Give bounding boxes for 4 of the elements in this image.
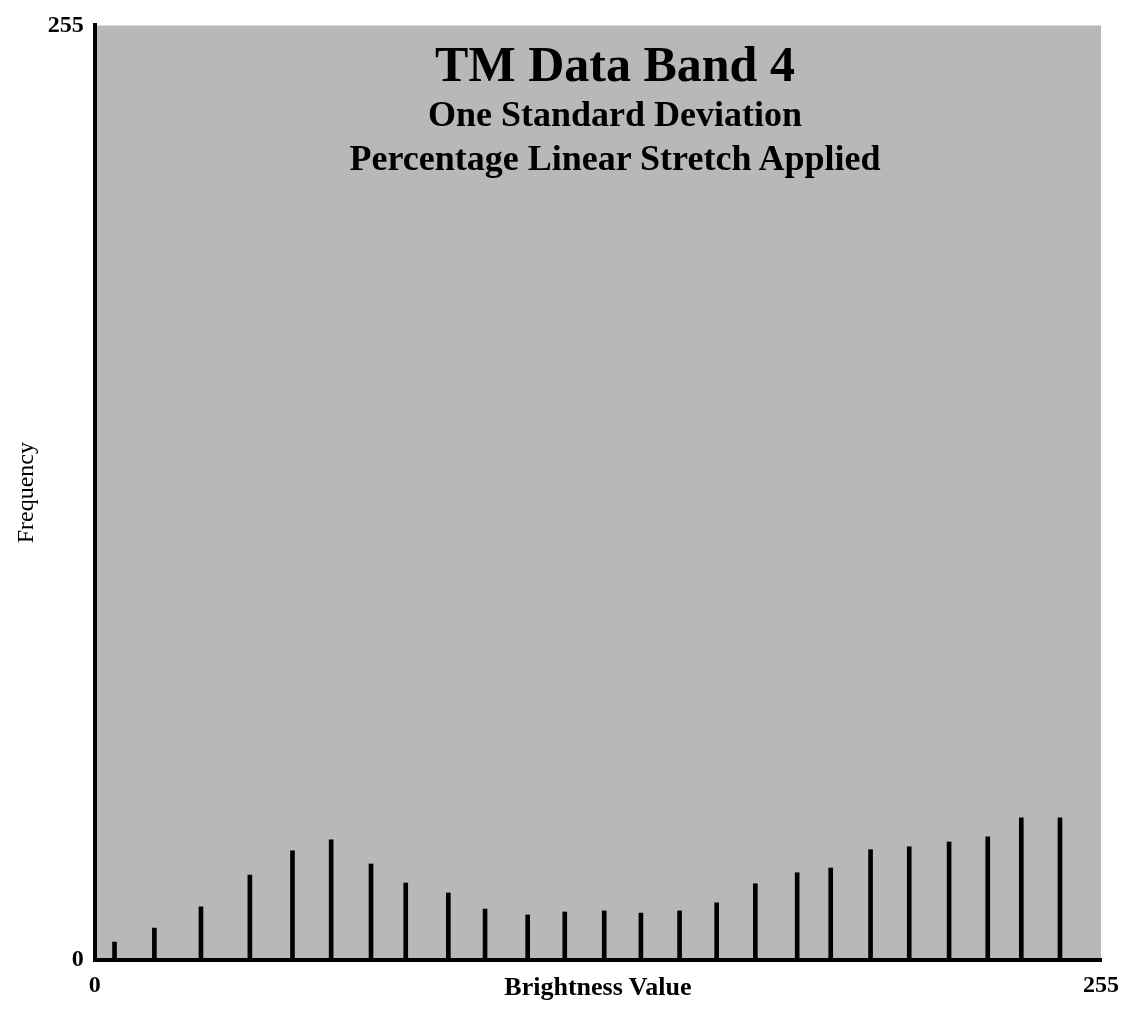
text: One Standard Deviation Percentage Linear Stretch Applied [348, 93, 882, 180]
x-axis-title: Brightness Value [504, 972, 692, 1002]
chart-title: TM Data Band 4 [434, 36, 796, 92]
y-axis-title: Frequency [11, 442, 38, 544]
